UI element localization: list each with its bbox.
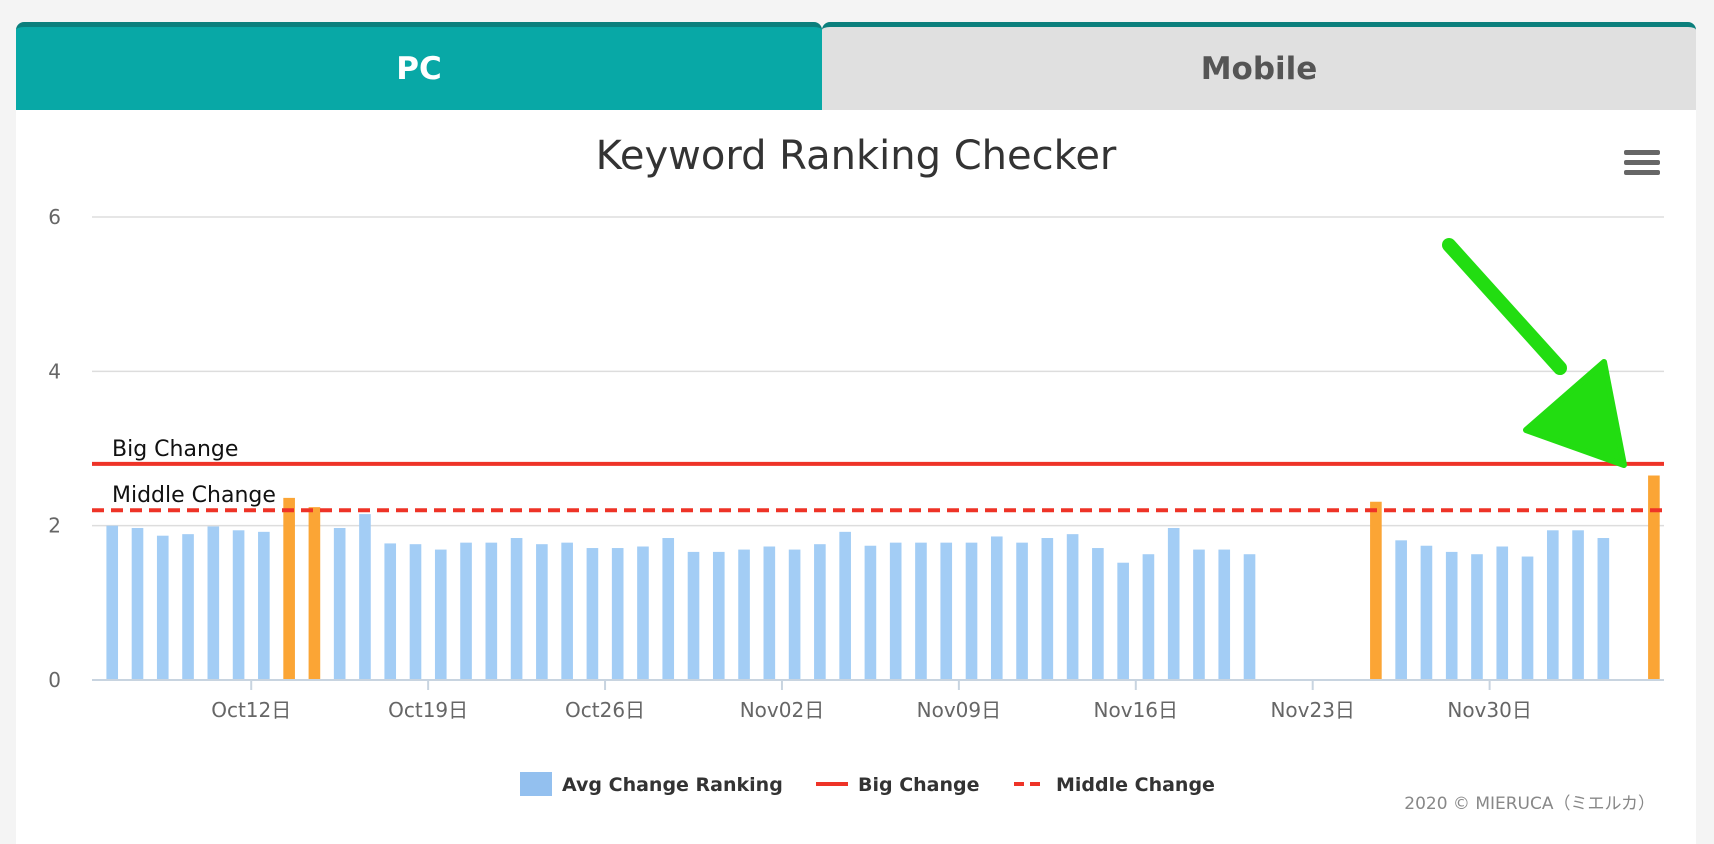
- bar: [258, 531, 270, 680]
- bar: [889, 542, 902, 680]
- bar: [1066, 534, 1079, 680]
- bar: [384, 543, 397, 680]
- bar: [611, 548, 624, 680]
- legend: Avg Change Ranking Big Change Middle Chang…: [520, 772, 1215, 796]
- bar: [763, 546, 776, 680]
- bar: [990, 536, 1003, 680]
- x-tick-label: Nov30日: [1447, 698, 1531, 722]
- bar: [182, 534, 194, 680]
- bar: [586, 548, 599, 680]
- reference-lines: Big Change Middle Change: [92, 437, 1664, 513]
- tab-bar: PC Mobile: [16, 22, 1696, 110]
- bar: [1420, 545, 1433, 680]
- bar: [207, 526, 220, 680]
- bar: [965, 542, 978, 680]
- bar: [1445, 551, 1458, 680]
- bar: [232, 530, 245, 680]
- bar: [662, 538, 675, 680]
- bar: [1092, 548, 1104, 680]
- axes: Oct12日 Oct19日 Oct26日 Nov02日 Nov09日 Nov16日 Nov2…: [92, 679, 1664, 722]
- x-tick-label: Oct19日: [388, 698, 468, 722]
- y-tick-label: 0: [48, 668, 61, 692]
- bar: [940, 542, 953, 680]
- bar: [510, 538, 523, 680]
- tab-mobile[interactable]: Mobile: [822, 22, 1696, 110]
- bar: [485, 542, 498, 680]
- bar: [687, 551, 700, 680]
- bar-highlight: [1648, 475, 1660, 680]
- bar-highlight: [1370, 501, 1382, 680]
- bar: [637, 546, 649, 680]
- bar: [1193, 549, 1205, 680]
- chart-title: Keyword Ranking Checker: [596, 133, 1117, 179]
- bar: [1471, 554, 1483, 680]
- bar: [1521, 556, 1534, 680]
- bar-series: [106, 475, 1660, 680]
- bar: [1167, 527, 1180, 680]
- bar: [409, 544, 422, 680]
- bar: [1041, 538, 1054, 680]
- y-tick-label: 6: [48, 205, 61, 229]
- bar: [434, 549, 447, 680]
- x-tick-label: Nov09日: [917, 698, 1001, 722]
- bar: [359, 514, 371, 680]
- bar: [131, 527, 144, 680]
- bar: [1142, 554, 1155, 680]
- bar: [1243, 554, 1256, 680]
- legend-label-big: Big Change: [858, 774, 980, 796]
- bar: [106, 525, 119, 680]
- bar: [1572, 530, 1584, 680]
- bar: [1016, 542, 1028, 680]
- bar: [1117, 562, 1129, 680]
- bar-highlight: [308, 507, 321, 680]
- x-tick-label: Nov23日: [1270, 698, 1354, 722]
- x-tick-label: Nov02日: [740, 698, 824, 722]
- x-tick-label: Oct26日: [565, 698, 645, 722]
- x-tick-label: Oct12日: [211, 698, 291, 722]
- bar: [460, 542, 472, 680]
- bar: [333, 527, 346, 680]
- arrow-icon: [1442, 238, 1627, 468]
- tab-pc[interactable]: PC: [16, 22, 822, 110]
- credit-text: 2020 © MIERUCA（ミエルカ）: [1404, 794, 1655, 814]
- big-change-label: Big Change: [112, 437, 238, 462]
- bar: [1395, 540, 1407, 680]
- bar: [839, 531, 851, 680]
- legend-label-avg: Avg Change Ranking: [562, 774, 783, 796]
- bar: [788, 549, 801, 680]
- hamburger-menu-icon[interactable]: [1624, 150, 1660, 180]
- bar: [1597, 538, 1610, 680]
- y-tick-label: 2: [48, 514, 61, 538]
- bar: [1496, 546, 1509, 680]
- bar: [561, 542, 573, 680]
- bar-highlight: [283, 497, 295, 680]
- bar: [1546, 530, 1559, 680]
- bar: [915, 542, 927, 680]
- legend-swatch-avg: [520, 772, 552, 796]
- bar: [864, 545, 877, 680]
- bar: [814, 544, 826, 680]
- bar: [712, 551, 725, 680]
- grid-lines: 0 2 4 6: [48, 205, 1664, 692]
- legend-label-middle: Middle Change: [1056, 774, 1215, 796]
- y-tick-label: 4: [48, 359, 61, 383]
- bar: [738, 549, 750, 680]
- middle-change-label: Middle Change: [112, 483, 276, 508]
- bar: [156, 535, 169, 680]
- chart-panel: [16, 110, 1696, 844]
- bar: [1218, 549, 1231, 680]
- bar: [536, 544, 548, 680]
- x-tick-label: Nov16日: [1094, 698, 1178, 722]
